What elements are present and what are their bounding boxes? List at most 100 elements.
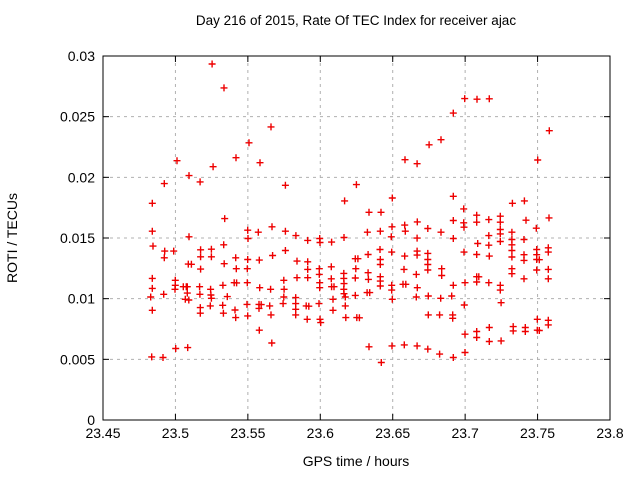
data-point — [269, 252, 277, 259]
grid-layer — [103, 56, 610, 420]
data-point — [436, 311, 444, 319]
data-point — [244, 312, 252, 320]
data-point — [388, 286, 396, 294]
data-point — [496, 238, 504, 245]
data-point — [220, 241, 228, 249]
data-point — [485, 252, 493, 260]
data-point — [364, 269, 372, 277]
x-tick-label: 23.65 — [375, 425, 410, 441]
data-point — [208, 60, 216, 68]
data-point — [365, 208, 373, 216]
data-point — [244, 226, 252, 234]
data-point — [388, 342, 396, 350]
data-point — [544, 321, 552, 329]
data-point — [280, 293, 288, 301]
data-point — [412, 270, 420, 278]
data-point — [413, 218, 421, 226]
data-point — [279, 300, 287, 308]
plot-border — [102, 55, 611, 421]
data-point — [508, 199, 516, 207]
tick-label-layer: 23.45 23.5 23.55 23.6 23.65 23.7 23.75 23.8 0 0.0… — [60, 48, 624, 441]
data-point — [304, 236, 312, 244]
data-point — [485, 279, 493, 287]
data-point — [171, 285, 179, 293]
data-point — [185, 172, 193, 180]
data-point — [473, 328, 481, 335]
data-point — [257, 301, 265, 309]
data-point — [341, 293, 349, 301]
data-point — [485, 232, 493, 240]
data-point — [413, 342, 421, 350]
data-point — [243, 265, 251, 273]
data-point — [363, 228, 371, 236]
data-point — [303, 315, 311, 323]
data-point — [473, 334, 481, 341]
data-point — [388, 248, 396, 256]
data-point — [148, 353, 156, 361]
data-point — [267, 285, 275, 293]
chart-title: Day 216 of 2015, Rate Of TEC Index for r… — [196, 13, 516, 28]
data-point — [424, 225, 432, 232]
data-point — [545, 127, 553, 135]
data-point — [461, 95, 469, 103]
data-point — [485, 216, 493, 224]
data-point — [424, 345, 432, 353]
data-point — [424, 311, 432, 319]
data-point — [473, 278, 481, 286]
data-point — [231, 306, 239, 314]
data-point — [535, 327, 543, 334]
data-point — [520, 236, 528, 243]
data-point — [341, 197, 349, 205]
data-point — [160, 254, 168, 262]
data-point — [185, 233, 193, 241]
y-tick-label: 0.015 — [60, 230, 95, 246]
data-point — [148, 199, 156, 207]
data-point — [232, 265, 240, 273]
data-point — [473, 95, 481, 103]
data-point — [293, 257, 301, 265]
data-point — [424, 292, 432, 300]
data-point — [449, 109, 457, 117]
data-point — [438, 265, 446, 273]
data-point — [196, 283, 204, 291]
data-point — [280, 276, 288, 284]
data-point — [460, 223, 468, 231]
data-point-layer — [147, 60, 553, 366]
data-point — [497, 299, 505, 307]
data-point — [268, 223, 276, 231]
data-point — [292, 232, 300, 240]
data-point — [533, 315, 541, 323]
data-point — [475, 273, 483, 281]
data-point — [232, 254, 240, 262]
data-point — [172, 345, 180, 352]
data-point — [413, 251, 421, 259]
data-point — [461, 330, 469, 338]
data-point — [449, 354, 457, 361]
data-point — [304, 265, 312, 273]
data-point — [485, 241, 493, 249]
data-point — [522, 216, 530, 224]
data-point — [508, 247, 516, 254]
data-point — [401, 221, 409, 229]
data-point — [449, 281, 457, 289]
data-point — [280, 285, 288, 293]
data-point — [315, 300, 323, 308]
data-point — [327, 263, 335, 271]
data-point — [485, 338, 493, 345]
data-point — [267, 123, 275, 131]
x-tick-label: 23.7 — [452, 425, 479, 441]
data-point — [534, 156, 542, 164]
data-point — [281, 181, 289, 189]
data-point — [207, 245, 215, 253]
data-point — [233, 279, 241, 287]
data-point — [544, 275, 552, 283]
data-point — [474, 240, 482, 247]
data-point — [449, 314, 457, 322]
data-point — [473, 251, 481, 258]
x-tick-label: 23.8 — [596, 425, 623, 441]
data-point — [485, 324, 493, 331]
data-point — [352, 265, 360, 273]
data-point — [255, 326, 263, 334]
data-point — [413, 284, 421, 292]
